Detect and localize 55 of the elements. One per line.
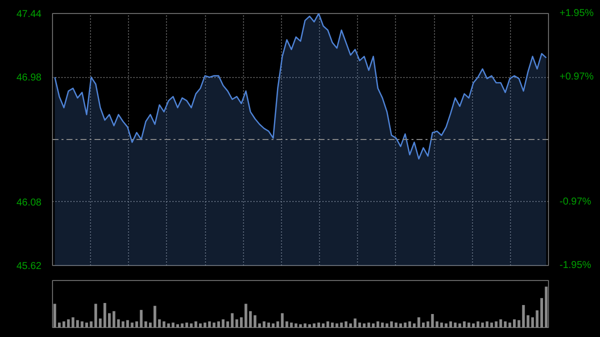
bar — [185, 322, 188, 328]
bar — [108, 313, 111, 328]
bar — [144, 321, 148, 328]
bar — [367, 322, 370, 328]
bar — [90, 321, 93, 328]
bar — [280, 313, 284, 328]
bar — [98, 318, 102, 328]
bar — [326, 321, 330, 328]
y2-tick-label: -0.97% — [560, 196, 592, 208]
bar — [230, 313, 234, 328]
bar — [58, 322, 61, 328]
bar — [267, 322, 270, 328]
bar — [276, 321, 280, 328]
bar — [103, 302, 106, 328]
bar — [454, 322, 457, 328]
bar — [135, 321, 138, 328]
bar — [148, 322, 152, 328]
bar — [62, 321, 66, 328]
bar — [462, 321, 466, 328]
y2-tick-label: +1.95% — [560, 8, 594, 19]
bar — [508, 322, 512, 328]
bar — [468, 322, 470, 328]
bar — [449, 321, 452, 328]
bar — [330, 322, 334, 328]
bar — [94, 304, 98, 328]
bar — [176, 324, 180, 328]
bar — [536, 310, 538, 328]
y-tick-label: 47.44 — [16, 9, 42, 20]
y2-tick-label: +0.97% — [560, 71, 594, 82]
bar — [53, 304, 56, 328]
bar — [285, 321, 288, 328]
bar — [194, 321, 198, 328]
y-tick-label: 46.08 — [16, 197, 42, 208]
bar — [408, 321, 412, 328]
bar — [404, 322, 407, 328]
bar — [85, 322, 88, 328]
bar — [499, 319, 502, 328]
bar — [358, 322, 362, 328]
y-tick-label: 45.62 — [16, 261, 42, 272]
bar — [222, 319, 225, 328]
bar — [422, 322, 425, 328]
bar — [235, 319, 238, 328]
bar — [513, 319, 516, 328]
bar — [540, 298, 544, 328]
bar — [376, 321, 380, 328]
bar — [494, 321, 498, 328]
y-tick-label: 46.98 — [16, 72, 42, 84]
bar — [140, 310, 143, 328]
bar — [490, 322, 493, 328]
bar — [317, 322, 320, 328]
bar — [544, 286, 548, 328]
y2-tick-label: -1.95% — [560, 260, 592, 271]
bar — [130, 322, 134, 328]
bar — [504, 321, 507, 328]
bar — [226, 321, 230, 328]
